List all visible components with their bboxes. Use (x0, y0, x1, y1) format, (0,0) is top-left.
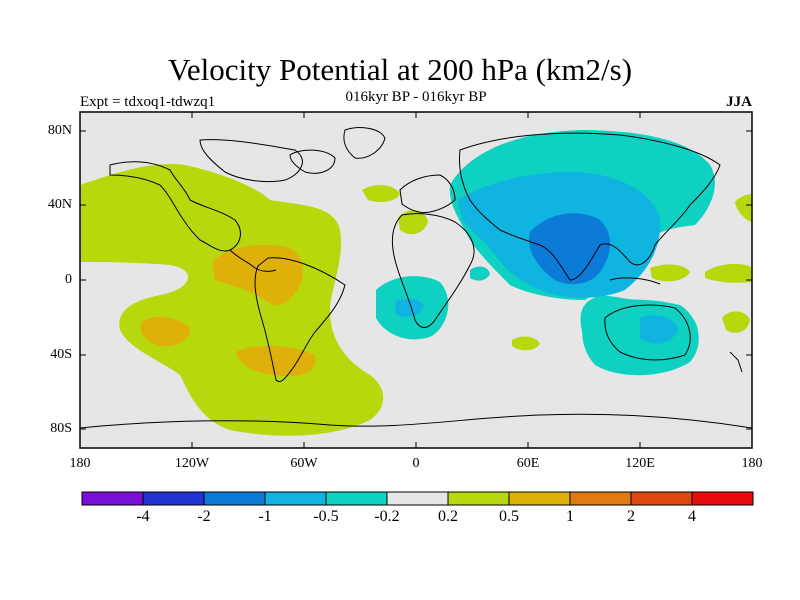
colorbar-swatch (508, 491, 571, 506)
neg2-region-australia (640, 315, 678, 344)
experiment-label: Expt = tdxoq1-tdwzq1 (80, 94, 216, 110)
positive-region-far-east (735, 194, 752, 222)
lat-label-40s: 40S (50, 347, 72, 362)
lat-tick-marks (80, 130, 752, 430)
colorbar-swatch (630, 491, 693, 506)
orange-region-central-america (212, 244, 303, 305)
lat-label-40n: 40N (47, 197, 72, 212)
positive-region-north-atlantic (362, 185, 400, 202)
colorbar-label: -1 (258, 508, 272, 525)
colorbar-label: -0.5 (313, 508, 339, 525)
colorbar-swatch (569, 491, 632, 506)
colorbar (81, 491, 754, 506)
positive-region-indian-ocean (512, 336, 540, 351)
colorbar-label: -0.2 (374, 508, 400, 525)
colorbar-swatch (325, 491, 388, 506)
lon-label-60e: 60E (516, 456, 540, 471)
positive-region-west-pacific (650, 264, 690, 282)
orange-region-south-america (236, 345, 316, 377)
neg3-region-india (529, 213, 611, 285)
colorbar-swatch (386, 491, 449, 506)
lat-label-80n: 80N (47, 123, 72, 138)
colorbar-label: -2 (197, 508, 211, 525)
lon-label-0: 0 (412, 456, 420, 471)
lon-tick-marks (191, 112, 641, 448)
lon-label-60w: 60W (290, 456, 318, 471)
plot-title: Velocity Potential at 200 hPa (km2/s) (167, 52, 633, 87)
lon-label-120w: 120W (174, 456, 210, 471)
negative-region-africa-small (470, 266, 490, 281)
colorbar-swatch (142, 491, 205, 506)
lon-label-120e: 120E (625, 456, 655, 471)
plot-subtitle: 016kyr BP - 016kyr BP (345, 89, 487, 105)
lat-label-80s: 80S (50, 421, 72, 436)
colorbar-label: 0.2 (438, 508, 458, 525)
colorbar-swatch (447, 491, 510, 506)
season-label: JJA (726, 94, 752, 110)
lat-label-0: 0 (65, 272, 72, 287)
orange-region-south-pacific (140, 316, 191, 347)
colorbar-swatch (691, 491, 754, 506)
colorbar-swatch (203, 491, 266, 506)
colorbar-label: 1 (566, 508, 574, 525)
colorbar-label: 4 (688, 508, 696, 525)
lon-label-180w: 180 (69, 456, 91, 471)
neg2-region-atlantic (395, 298, 424, 317)
coastlines (80, 127, 752, 429)
colorbar-swatch (264, 491, 327, 506)
positive-region-africa (398, 210, 428, 235)
colorbar-label: 2 (627, 508, 635, 525)
colorbar-swatch (81, 491, 144, 506)
positive-region-east-pacific (705, 263, 752, 283)
colorbar-label: -4 (136, 508, 150, 525)
lon-label-180e: 180 (741, 456, 763, 471)
positive-region-south-pacific-east (722, 311, 750, 333)
colorbar-label: 0.5 (499, 508, 519, 525)
